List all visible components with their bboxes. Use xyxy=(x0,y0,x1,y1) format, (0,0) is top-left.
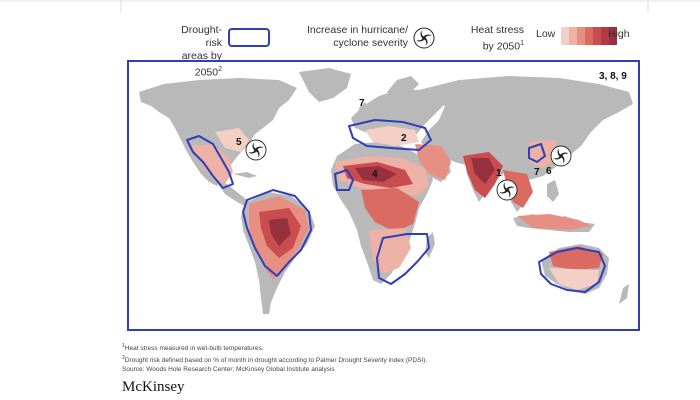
asia-land xyxy=(419,76,633,190)
hurricane-legend-label: Increase in hurricane/ cyclone severity xyxy=(306,24,408,50)
heat-mexico xyxy=(191,144,233,184)
heat-scale-swatch-1 xyxy=(561,27,569,45)
heat-scale-bar xyxy=(561,27,617,45)
philippines-land xyxy=(547,180,559,202)
heat-sahel-peak xyxy=(355,166,397,182)
region-number-4: 4 xyxy=(372,169,378,180)
heat-mediterranean xyxy=(365,126,419,146)
heat-scale-swatch-5 xyxy=(593,27,601,45)
heat-scale-swatch-3 xyxy=(577,27,585,45)
scandinavia-land xyxy=(387,76,419,102)
heat-us-southeast xyxy=(215,128,249,152)
drought-area-china xyxy=(528,143,546,163)
map-corner-label: 3, 8, 9 xyxy=(599,71,627,82)
cyclone-icon-pacific xyxy=(550,145,572,167)
hurricane-icon xyxy=(413,27,435,49)
footnote-1: 1Heat stress measured in wet-bulb temper… xyxy=(122,342,427,354)
drought-area-swatch xyxy=(228,28,270,47)
heat-scale-swatch-7 xyxy=(609,27,617,45)
japan-land xyxy=(565,126,577,150)
greenland-land xyxy=(299,68,351,102)
drought-area-southern-africa xyxy=(376,233,430,285)
footnote-2-sup: 2 xyxy=(122,354,125,361)
heat-central-africa xyxy=(361,188,419,232)
footnote-2: 2Drought risk defined based on % of mont… xyxy=(122,354,427,366)
heat-india-peak xyxy=(471,158,495,184)
source-note: Source: Woods Hole Research Center; McKi… xyxy=(122,365,335,373)
cyclone-icon-atlantic xyxy=(245,139,267,161)
drought-legend-label: Drought-risk areas by 20502 xyxy=(166,24,222,80)
heat-australia-south xyxy=(549,268,599,290)
drought-area-australia xyxy=(538,247,606,293)
heat-southeast-asia xyxy=(503,170,533,208)
region-numbers: 1 2 4 5 6 7 7 3, 8, 9 xyxy=(236,71,627,180)
heat-australia-north xyxy=(549,246,603,270)
footnote-2-text: Drought risk defined based on % of month… xyxy=(124,356,428,364)
heat-scale-swatch-4 xyxy=(585,27,593,45)
heat-legend-label: Heat stress by 20501 xyxy=(460,24,524,54)
world-map: 1 2 4 5 6 7 7 3, 8, 9 xyxy=(139,68,633,314)
drought-outlines xyxy=(186,119,606,293)
region-number-2: 2 xyxy=(401,133,407,144)
region-number-1: 1 xyxy=(496,168,502,179)
drought-area-west-africa xyxy=(334,169,354,191)
heat-scale-swatch-6 xyxy=(601,27,609,45)
drought-legend-line1: Drought-risk xyxy=(181,24,222,49)
caribbean-land xyxy=(233,172,257,178)
mckinsey-logo: McKinsey xyxy=(122,379,185,395)
footnote-1-text: Heat stress measured in wet-bulb tempera… xyxy=(124,345,264,353)
cyclone-icon-bay-of-bengal xyxy=(496,179,518,201)
heat-scale-swatch-2 xyxy=(569,27,577,45)
region-number-7-asia: 7 xyxy=(534,167,540,178)
heat-southern-africa xyxy=(369,228,411,274)
drought-area-amazon xyxy=(242,189,312,277)
footnote-1-sup: 1 xyxy=(122,343,125,349)
hurricane-legend-line2: cyclone severity xyxy=(333,37,408,49)
region-number-5: 5 xyxy=(236,137,242,148)
heat-legend-line1: Heat stress xyxy=(470,24,524,36)
map-legend: Drought-risk areas by 20502 Increase in … xyxy=(0,22,700,79)
region-number-6: 6 xyxy=(546,166,552,177)
uk-land xyxy=(359,102,369,120)
drought-legend-line2: areas by 20502 xyxy=(166,50,222,80)
drought-legend-sup: 2 xyxy=(218,66,222,73)
heat-legend-sup: 1 xyxy=(520,40,524,47)
hurricane-legend-line1: Increase in hurricane/ xyxy=(307,24,408,36)
top-rule xyxy=(0,0,700,13)
heat-legend-line2: by 20501 xyxy=(460,37,524,54)
drought-legend-text: areas by 2050 xyxy=(181,50,222,79)
heat-scale-low-label: Low xyxy=(536,28,556,40)
heat-middle-east xyxy=(415,144,451,180)
heat-legend-text: by 2050 xyxy=(482,40,521,53)
drought-area-mediterranean xyxy=(348,119,432,151)
drought-area-mexico xyxy=(186,135,234,189)
map-frame: 1 2 4 5 6 7 7 3, 8, 9 xyxy=(127,60,640,331)
heat-indonesia xyxy=(517,214,591,230)
new-zealand-land xyxy=(619,284,629,304)
heat-amazon-peak xyxy=(269,218,291,246)
region-number-7-arctic: 7 xyxy=(359,98,365,109)
heat-scale-high-label: High xyxy=(608,28,630,40)
heat-stress-overlay xyxy=(191,126,603,290)
footnotes: 1Heat stress measured in wet-bulb temper… xyxy=(122,342,427,374)
